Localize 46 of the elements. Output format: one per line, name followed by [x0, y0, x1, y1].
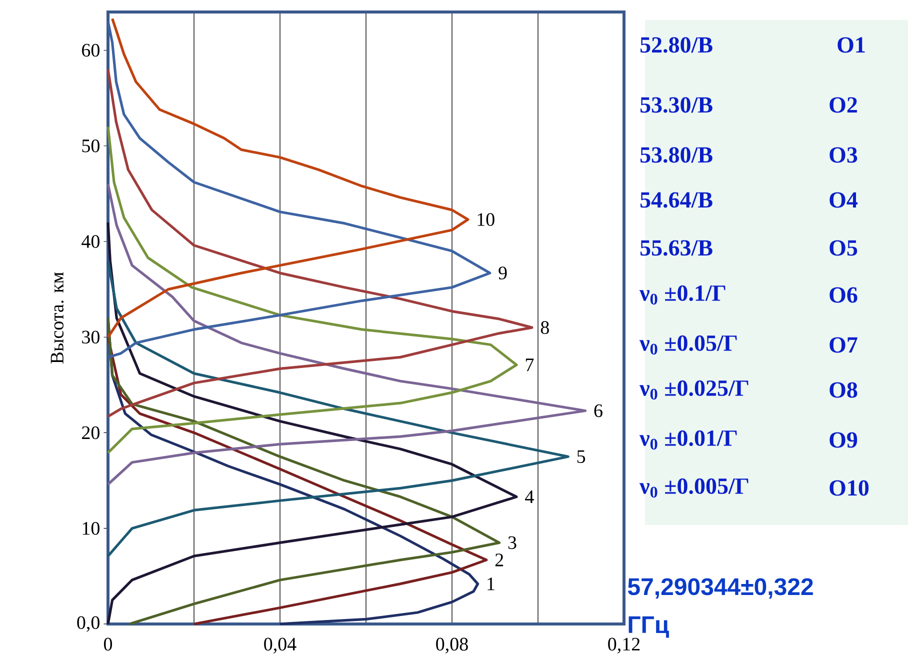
x-tick-label: 0,04	[264, 638, 296, 654]
text: 53.30/В	[640, 97, 712, 113]
x-tick-label: 0,12	[608, 638, 640, 654]
series-label: 3	[508, 536, 516, 550]
text: 54.64/В	[640, 192, 712, 208]
y-axis-title: Высота. км	[50, 272, 64, 364]
line-series	[106, 182, 587, 486]
series-label: 5	[577, 450, 586, 463]
text: ν$_{0}$ ±0.1/Г	[640, 285, 726, 305]
text: O3	[830, 147, 858, 163]
line-series	[106, 125, 518, 454]
series-label: 4	[525, 490, 534, 504]
y-tick-label: 20	[82, 426, 100, 440]
line-series	[106, 68, 534, 418]
series-label: 1	[488, 578, 494, 590]
text: O2	[830, 97, 857, 113]
text: O4	[830, 192, 858, 208]
y-tick-label: 40	[82, 235, 100, 248]
series-label: 7	[526, 358, 534, 372]
text: O10	[830, 480, 869, 496]
text: 52.80/В	[640, 37, 712, 53]
text: 57,290344±0,322 ГГц	[628, 578, 813, 638]
x-tick-label: 0	[104, 638, 112, 651]
text: ν$_{0}$ ±0.025/Г	[640, 380, 748, 400]
text: 53.80/В	[640, 147, 712, 163]
series-label: 10	[478, 213, 494, 226]
x-tick-label: 0,08	[436, 638, 468, 654]
text: O7	[830, 337, 858, 353]
text: O5	[830, 240, 858, 256]
text: O1	[838, 37, 865, 53]
text: ν$_{0}$ ±0.005/Г	[640, 478, 748, 498]
series-label: 8	[540, 321, 549, 334]
series-label: 9	[498, 266, 507, 280]
text: O9	[830, 432, 858, 448]
series-label: 6	[594, 404, 602, 418]
text: ν$_{0}$ ±0.05/Г	[640, 335, 737, 355]
text: ν$_{0}$ ±0.01/Г	[640, 430, 737, 450]
y-tick-label: 0,0	[77, 616, 100, 632]
text: 55.63/В	[640, 240, 712, 256]
y-tick-label: 50	[82, 139, 100, 152]
text: O6	[830, 287, 858, 303]
y-tick-label: 30	[82, 330, 100, 344]
y-tick-label: 60	[82, 44, 100, 57]
y-tick-label: 10	[82, 522, 100, 535]
text: O8	[830, 382, 858, 398]
series-label: 2	[495, 554, 504, 566]
